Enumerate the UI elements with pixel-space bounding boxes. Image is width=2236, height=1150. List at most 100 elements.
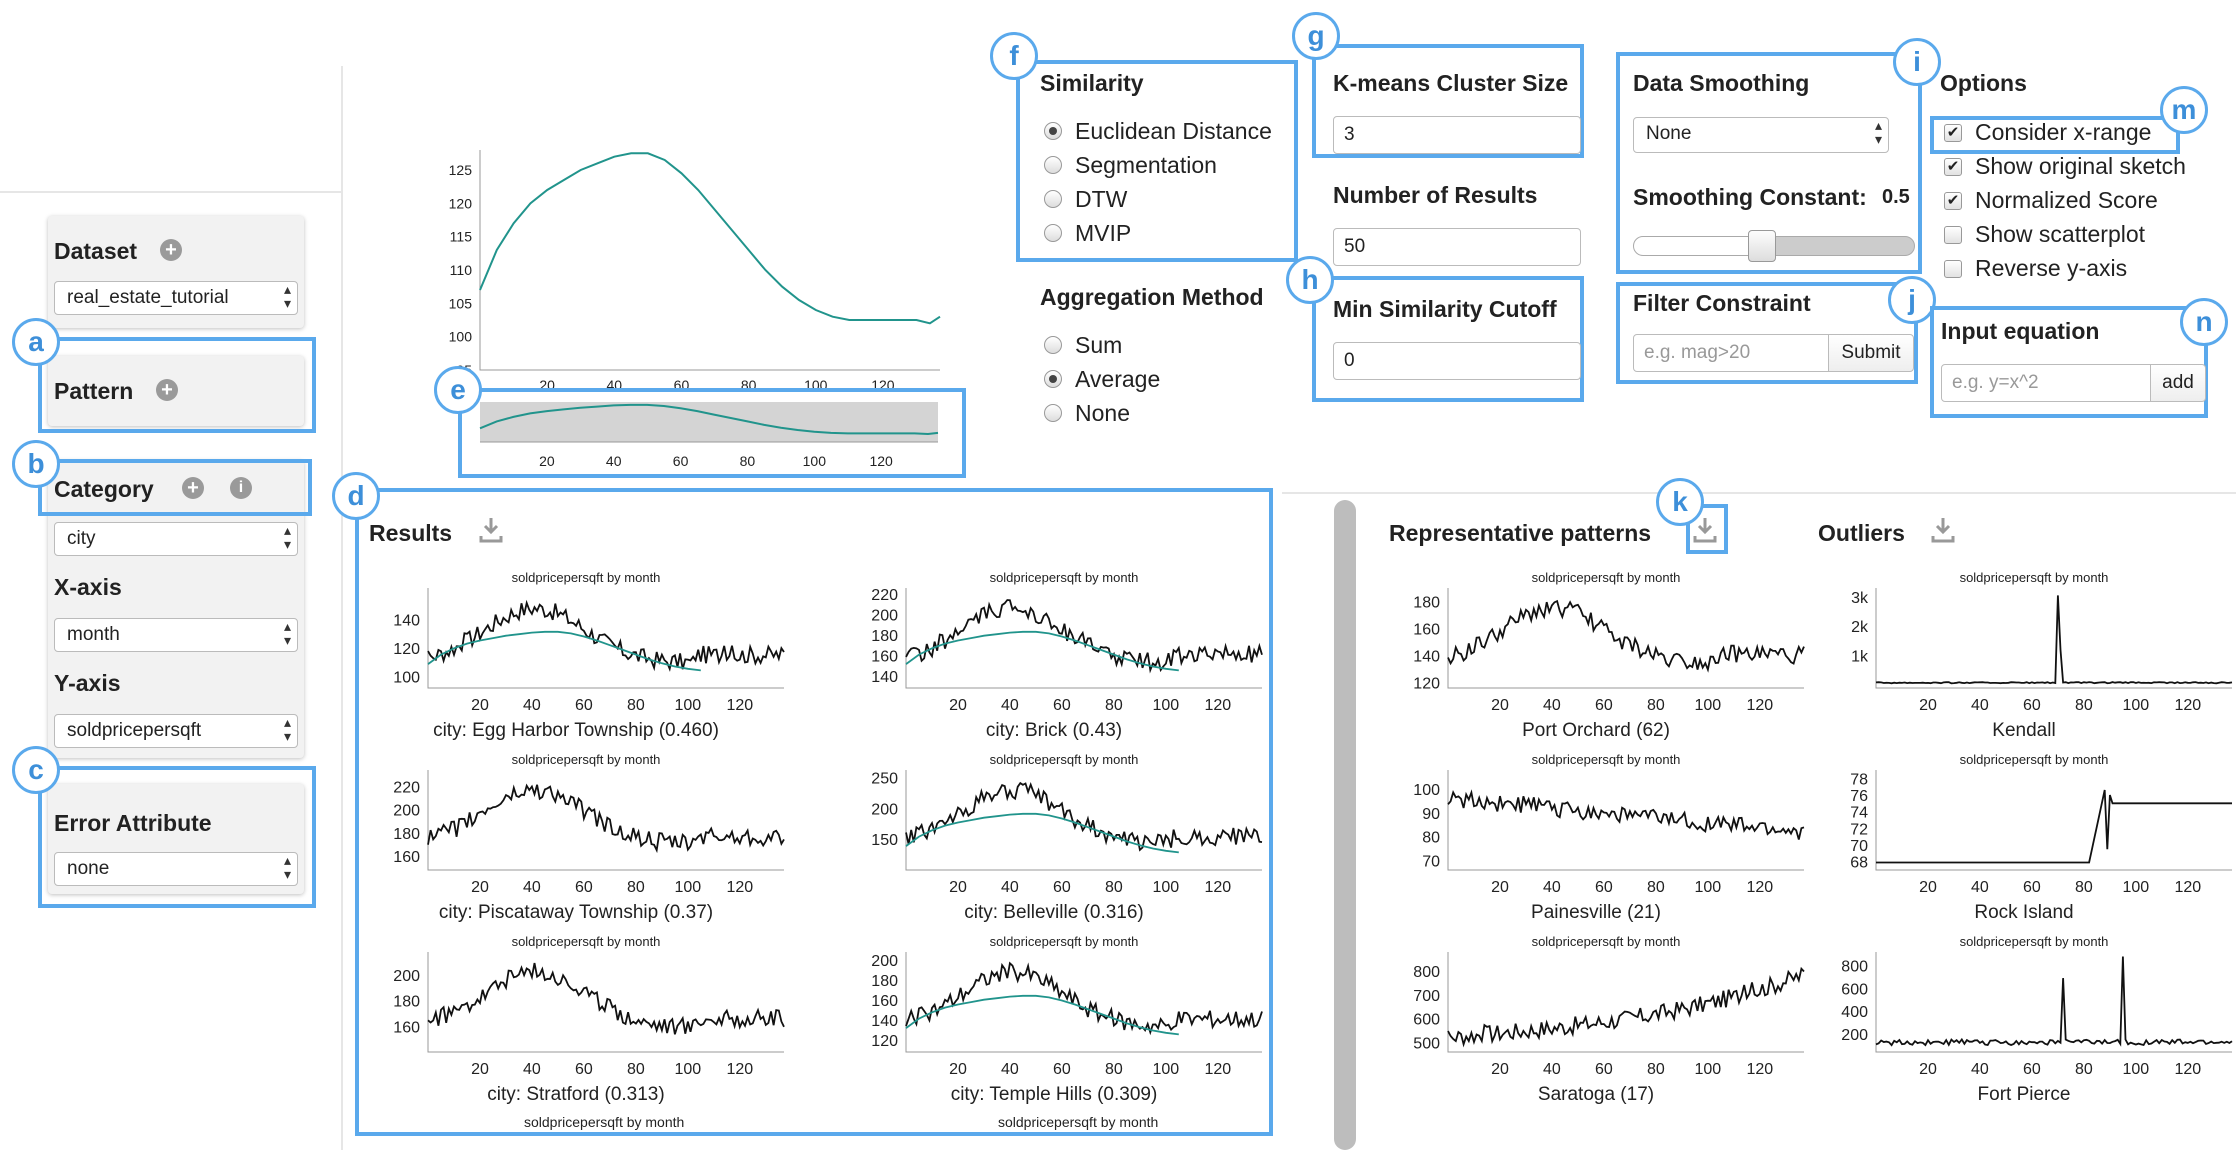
download-outliers-icon[interactable] — [1930, 516, 1956, 544]
chart-xtick: 20 — [949, 879, 967, 896]
dataset-select[interactable]: real_estate_tutorial ▴ ▾ — [54, 281, 298, 315]
partial-chart-title-2: soldpricepersqft by month — [998, 1114, 1159, 1130]
chart-ytick: 72 — [1850, 821, 1868, 838]
chart-axis — [1447, 952, 1804, 1053]
equation-add-button[interactable]: add — [2150, 364, 2206, 402]
outliers-title: Outliers — [1818, 520, 1905, 546]
overview-brush-area[interactable] — [480, 402, 938, 442]
chart-xtick: 40 — [1971, 879, 1989, 896]
highlight-j — [1616, 282, 1918, 384]
chart-title: soldpricepersqft by month — [1532, 752, 1681, 767]
chart-series-line — [1875, 595, 2233, 685]
smoothing-select[interactable]: None ▴ ▾ — [1633, 117, 1889, 153]
download-results-icon[interactable] — [478, 516, 504, 544]
chart-axis — [905, 588, 1262, 689]
xaxis-select-value: month — [67, 624, 120, 645]
chart-title: soldpricepersqft by month — [990, 570, 1139, 585]
chart-axis — [1447, 588, 1804, 689]
result-chart-r6[interactable]: soldpricepersqft by month 120 140 160 180 200… — [848, 932, 1268, 1105]
option-label: Normalized Score — [1975, 187, 2158, 213]
result-chart-o3[interactable]: soldpricepersqft by month 200 400 600 800 20 4… — [1818, 932, 2236, 1105]
chart-title: soldpricepersqft by month — [512, 570, 661, 585]
option-checkbox-1[interactable]: ✔ — [1944, 158, 1962, 176]
results-top-divider — [1282, 492, 2236, 494]
chart-series-line — [1875, 956, 2233, 1047]
filter-submit-button[interactable]: Submit — [1828, 334, 1914, 372]
option-checkbox-0[interactable]: ✔ — [1944, 124, 1962, 142]
chart-ytick: 180 — [871, 628, 898, 645]
add-dataset-icon[interactable]: + — [160, 239, 182, 261]
smoothing-slider-handle[interactable] — [1748, 230, 1776, 262]
result-chart-r4[interactable]: soldpricepersqft by month 150 200 250 20 40 60… — [848, 750, 1268, 923]
aggregation-radio-0[interactable] — [1044, 336, 1062, 354]
result-chart-r3[interactable]: soldpricepersqft by month 160 180 200 220 20 4… — [370, 750, 790, 923]
chart-xtick: 100 — [1695, 697, 1722, 714]
add-category-icon[interactable]: + — [182, 477, 204, 499]
chart-xtick: 80 — [1105, 697, 1123, 714]
chart-ytick: 700 — [1413, 988, 1440, 1005]
chart-ytick: 160 — [393, 849, 420, 866]
chart-ytick: 160 — [1413, 622, 1440, 639]
highlight-d — [355, 488, 1273, 1136]
overview-brush[interactable]: 20 40 60 80 100 120 — [470, 396, 960, 474]
chart-ytick: 220 — [393, 779, 420, 796]
similarity-radio-0[interactable] — [1044, 122, 1062, 140]
download-representative-icon[interactable] — [1692, 516, 1718, 544]
add-pattern-icon[interactable]: + — [156, 379, 178, 401]
options-title: Options — [1940, 70, 2027, 96]
chart-ytick: 800 — [1413, 964, 1440, 981]
overview-xtick: 80 — [740, 453, 756, 469]
chart-xtick: 120 — [2174, 879, 2201, 896]
chart-xtick: 120 — [1746, 697, 1773, 714]
num-results-input[interactable]: 50 — [1333, 228, 1581, 266]
similarity-radio-2[interactable] — [1044, 190, 1062, 208]
chart-xtick: 20 — [471, 1061, 489, 1078]
chart-ytick: 140 — [1413, 649, 1440, 666]
chart-title: soldpricepersqft by month — [1960, 570, 2109, 585]
equation-input[interactable]: e.g. y=x^2 — [1941, 364, 2151, 402]
chart-xtick: 40 — [1971, 697, 1989, 714]
aggregation-radio-1[interactable] — [1044, 370, 1062, 388]
chart-ytick: 2k — [1851, 619, 1869, 636]
select-arrows-icon: ▴ ▾ — [283, 714, 291, 744]
option-checkbox-3[interactable] — [1944, 226, 1962, 244]
result-chart-p1[interactable]: soldpricepersqft by month 120 140 160 180 20 4… — [1390, 568, 1810, 741]
smoothing-title: Data Smoothing — [1633, 70, 1810, 96]
info-icon[interactable]: i — [230, 477, 252, 499]
option-checkbox-2[interactable]: ✔ — [1944, 192, 1962, 210]
chart-ytick: 120 — [1413, 676, 1440, 693]
aggregation-option-label: None — [1075, 400, 1130, 426]
error-select[interactable]: none ▴ ▾ — [54, 852, 298, 886]
category-select[interactable]: city ▴ ▾ — [54, 522, 298, 556]
select-arrows-icon: ▴ ▾ — [283, 281, 291, 311]
chart-title: soldpricepersqft by month — [1960, 934, 2109, 949]
chart-xtick: 120 — [1204, 697, 1231, 714]
result-chart-p3[interactable]: soldpricepersqft by month 500 600 700 800 20 4… — [1390, 932, 1810, 1105]
option-checkbox-4[interactable] — [1944, 260, 1962, 278]
chart-ytick: 140 — [871, 1013, 898, 1030]
chart-ytick: 180 — [393, 994, 420, 1011]
aggregation-radio-2[interactable] — [1044, 404, 1062, 422]
yaxis-select[interactable]: soldpricepersqft ▴ ▾ — [54, 714, 298, 748]
chart-ytick: 200 — [393, 968, 420, 985]
similarity-radio-1[interactable] — [1044, 156, 1062, 174]
min-sim-input[interactable]: 0 — [1333, 342, 1581, 380]
similarity-radio-3[interactable] — [1044, 224, 1062, 242]
result-chart-r1[interactable]: soldpricepersqft by month 100 120 140 20 40 60… — [370, 568, 790, 741]
chart-ytick: 600 — [1841, 981, 1868, 998]
result-chart-o1[interactable]: soldpricepersqft by month 1k 2k 3k 20 40 60 80 1… — [1818, 568, 2236, 741]
chart-series-line — [905, 961, 1263, 1036]
result-chart-r5[interactable]: soldpricepersqft by month 160 180 200 20 40 60… — [370, 932, 790, 1105]
result-chart-p2[interactable]: soldpricepersqft by month 70 80 90 100 20 40 60… — [1390, 750, 1810, 923]
chart-xtick: 20 — [1491, 879, 1509, 896]
xaxis-select[interactable]: month ▴ ▾ — [54, 618, 298, 652]
result-chart-r2[interactable]: soldpricepersqft by month 140 160 180 200 220… — [848, 568, 1268, 741]
kmeans-input[interactable]: 3 — [1333, 116, 1581, 154]
sketch-canvas[interactable]: 9510010511011512012520406080100120 — [420, 140, 960, 400]
chart-xtick: 100 — [1153, 697, 1180, 714]
results-scrollbar[interactable] — [1334, 500, 1356, 1150]
chart-xtick: 60 — [1595, 879, 1613, 896]
min-sim-title: Min Similarity Cutoff — [1333, 296, 1557, 322]
filter-input[interactable]: e.g. mag>20 — [1633, 334, 1829, 372]
